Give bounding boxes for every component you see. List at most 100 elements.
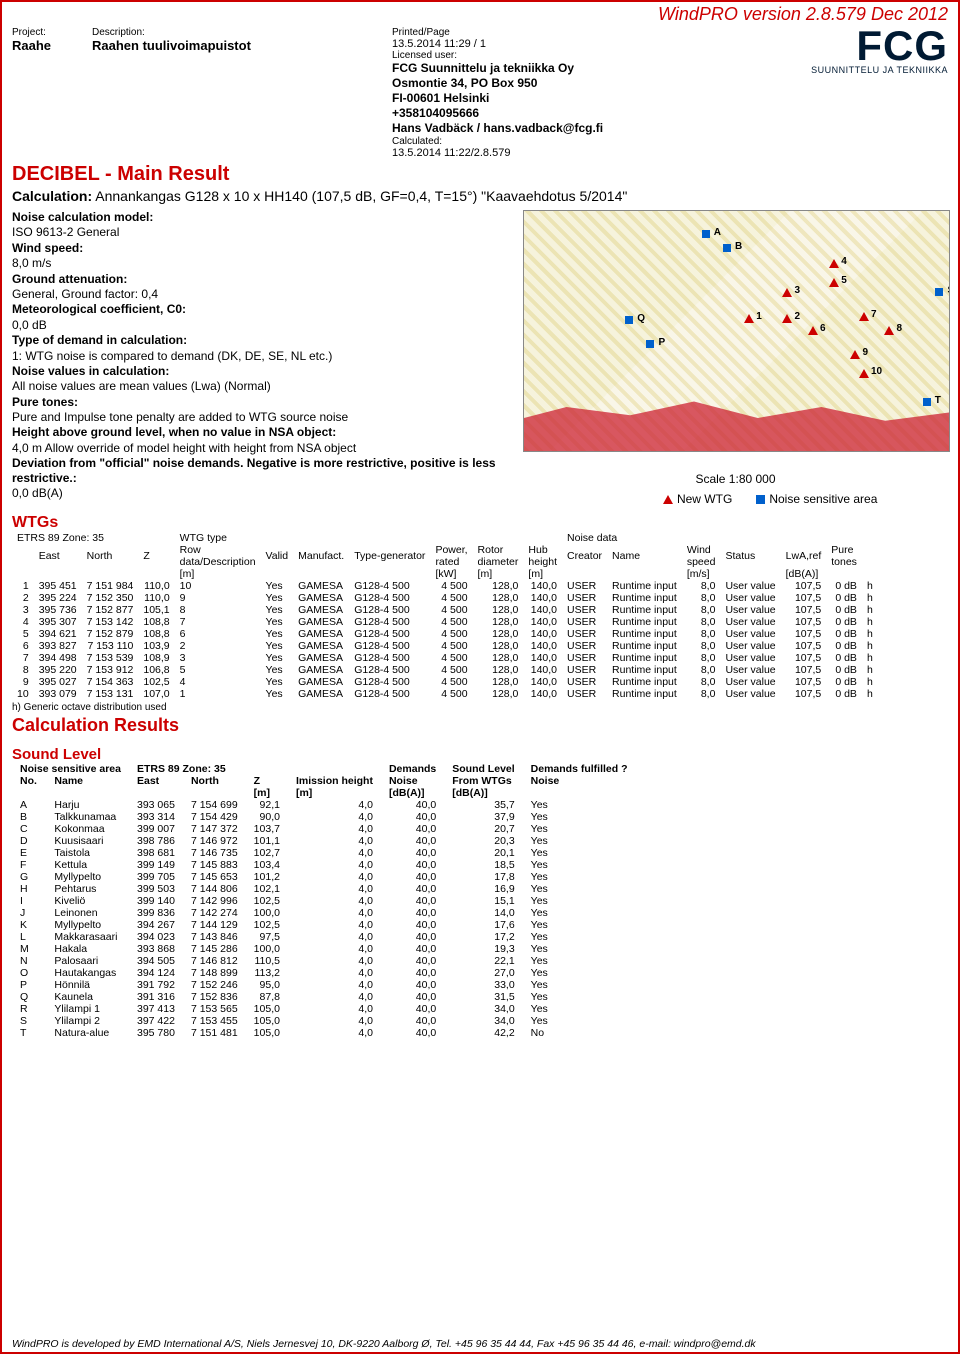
table-row: MHakala393 8687 145 286100,04,040,019,3Y… — [12, 943, 636, 955]
section-title: DECIBEL - Main Result — [12, 163, 948, 186]
project-label: Project: — [12, 27, 92, 38]
table-row: 8395 2207 153 912106,85YesGAMESAG128-4 5… — [12, 664, 878, 676]
table-row: 10393 0797 153 131107,01YesGAMESAG128-4 … — [12, 688, 878, 700]
scale-label: Scale 1:80 000 — [523, 472, 948, 486]
table-row: 4395 3077 153 142108,87YesGAMESAG128-4 5… — [12, 616, 878, 628]
table-row: QKaunela391 3167 152 83687,84,040,031,5Y… — [12, 991, 636, 1003]
map-wtg-point: 5 — [829, 278, 839, 288]
header: Project: Raahe Description: Raahen tuuli… — [12, 27, 948, 159]
map-wtg-point: 3 — [782, 288, 792, 298]
table-row: 2395 2247 152 350110,09YesGAMESAG128-4 5… — [12, 592, 878, 604]
legend-nsa: Noise sensitive area — [756, 492, 877, 506]
table-row: ETaistola398 6817 146 735102,74,040,020,… — [12, 847, 636, 859]
table-row: 3395 7367 152 877105,18YesGAMESAG128-4 5… — [12, 604, 878, 616]
table-row: BTalkkunamaa393 3147 154 42990,04,040,03… — [12, 811, 636, 823]
map-nsa-point: T — [923, 398, 933, 408]
legend-nsa-label: Noise sensitive area — [769, 492, 877, 506]
map-nsa-point: S — [935, 288, 945, 298]
map-nsa-point: P — [646, 340, 656, 350]
table-row: SYlilampi 2397 4227 153 455105,04,040,03… — [12, 1015, 636, 1027]
param-l5b: Type of demand in calculation: — [12, 333, 511, 347]
calc-line-label: Calculation: — [12, 188, 92, 204]
param-l2: 8,0 m/s — [12, 256, 511, 270]
project-value: Raahe — [12, 38, 92, 53]
printed-value: 13.5.2014 11:29 / 1 — [392, 38, 692, 50]
lic-line-2: Osmontie 34, PO Box 950 — [392, 76, 692, 91]
table-row: CKokonmaa399 0077 147 372103,74,040,020,… — [12, 823, 636, 835]
legend-new-wtg: New WTG — [663, 492, 732, 506]
param-l8b: Height above ground level, when no value… — [12, 425, 511, 439]
table-row: 9395 0277 154 363102,54YesGAMESAG128-4 5… — [12, 676, 878, 688]
desc-label: Description: — [92, 27, 392, 38]
map: 1 2 3 4 5 6 7 8 9 10 A B P Q S T — [523, 210, 950, 452]
table-row: JLeinonen399 8367 142 274100,04,040,014,… — [12, 907, 636, 919]
wtg-table: ETRS 89 Zone: 35WTG typeNoise dataEastNo… — [12, 532, 878, 700]
table-row: TNatura-alue395 7807 151 481105,04,040,0… — [12, 1027, 636, 1039]
map-wtg-point: 8 — [884, 326, 894, 336]
map-wtg-point: 9 — [850, 350, 860, 360]
table-row: DKuusisaari398 7867 146 972101,14,040,02… — [12, 835, 636, 847]
param-l3b: Ground attenuation: — [12, 272, 511, 286]
param-l7: Pure and Impulse tone penalty are added … — [12, 410, 511, 424]
lic-line-3: FI-00601 Helsinki — [392, 91, 692, 106]
table-row: OHautakangas394 1247 148 899113,24,040,0… — [12, 967, 636, 979]
param-l6b: Noise values in calculation: — [12, 364, 511, 378]
param-l9: 0,0 dB(A) — [12, 486, 511, 500]
table-row: IKiveliö399 1407 142 996102,54,040,015,1… — [12, 895, 636, 907]
logo: FCG SUUNNITTELU JA TEKNIIKKA — [811, 27, 948, 75]
calc-line: Calculation: Annankangas G128 x 10 x HH1… — [12, 188, 948, 204]
param-l6: All noise values are mean values (Lwa) (… — [12, 379, 511, 393]
triangle-icon — [663, 495, 673, 504]
desc-value: Raahen tuulivoimapuistot — [92, 38, 392, 53]
table-row: GMyllypelto399 7057 145 653101,24,040,01… — [12, 871, 636, 883]
map-wtg-point: 7 — [859, 312, 869, 322]
map-nsa-point: Q — [625, 316, 635, 326]
map-wtg-point: 2 — [782, 314, 792, 324]
table-row: 7394 4987 153 539108,93YesGAMESAG128-4 5… — [12, 652, 878, 664]
lic-line-1: FCG Suunnittelu ja tekniikka Oy — [392, 61, 692, 76]
table-row: 1395 4517 151 984110,010YesGAMESAG128-4 … — [12, 580, 878, 592]
param-l1: ISO 9613-2 General — [12, 225, 511, 239]
map-nsa-point: A — [702, 230, 712, 240]
licensed-label: Licensed user: — [392, 50, 692, 61]
logo-sub: SUUNNITTELU JA TEKNIIKKA — [811, 65, 948, 75]
calc-label: Calculated: — [392, 136, 692, 147]
param-l4: 0,0 dB — [12, 318, 511, 332]
calc-line-value: Annankangas G128 x 10 x HH140 (107,5 dB,… — [95, 188, 627, 204]
logo-main: FCG — [811, 27, 948, 65]
map-wtg-point: 4 — [829, 259, 839, 269]
results-title: Calculation Results — [12, 715, 948, 736]
table-row: NPalosaari394 5057 146 812110,54,040,022… — [12, 955, 636, 967]
printed-label: Printed/Page — [392, 27, 692, 38]
wtgs-title: WTGs — [12, 514, 948, 532]
table-row: LMakkarasaari394 0237 143 84697,54,040,0… — [12, 931, 636, 943]
table-row: FKettula399 1497 145 883103,44,040,018,5… — [12, 859, 636, 871]
table-row: AHarju393 0657 154 69992,14,040,035,7Yes — [12, 799, 636, 811]
level-table: Noise sensitive areaETRS 89 Zone: 35Dema… — [12, 763, 636, 1039]
sound-title: Sound Level — [12, 746, 948, 763]
map-wtg-point: 1 — [744, 314, 754, 324]
param-l7b: Pure tones: — [12, 395, 511, 409]
lic-line-4: +358104095666 — [392, 106, 692, 121]
param-l1b: Noise calculation model: — [12, 210, 511, 224]
table-row: 5394 6217 152 879108,86YesGAMESAG128-4 5… — [12, 628, 878, 640]
lic-line-5: Hans Vadbäck / hans.vadback@fcg.fi — [392, 121, 692, 136]
table-row: PHönnilä391 7927 152 24695,04,040,033,0Y… — [12, 979, 636, 991]
param-l2b: Wind speed: — [12, 241, 511, 255]
table-row: RYlilampi 1397 4137 153 565105,04,040,03… — [12, 1003, 636, 1015]
square-icon — [756, 495, 765, 504]
map-wtg-point: 10 — [859, 369, 869, 379]
map-nsa-point: B — [723, 244, 733, 254]
version-bar: WindPRO version 2.8.579 Dec 2012 — [12, 4, 948, 25]
calc-value: 13.5.2014 11:22/2.8.579 — [392, 147, 692, 159]
param-l5: 1: WTG noise is compared to demand (DK, … — [12, 349, 511, 363]
parameters-block: Noise calculation model: ISO 9613-2 Gene… — [12, 210, 511, 508]
wtg-footnote: h) Generic octave distribution used — [12, 702, 948, 713]
legend-new-wtg-label: New WTG — [677, 492, 732, 506]
table-row: KMyllypelto394 2677 144 129102,54,040,01… — [12, 919, 636, 931]
param-l3: General, Ground factor: 0,4 — [12, 287, 511, 301]
map-wtg-point: 6 — [808, 326, 818, 336]
param-l8: 4,0 m Allow override of model height wit… — [12, 441, 511, 455]
footer: WindPRO is developed by EMD Internationa… — [2, 1337, 958, 1350]
param-l9b: Deviation from "official" noise demands.… — [12, 456, 511, 485]
